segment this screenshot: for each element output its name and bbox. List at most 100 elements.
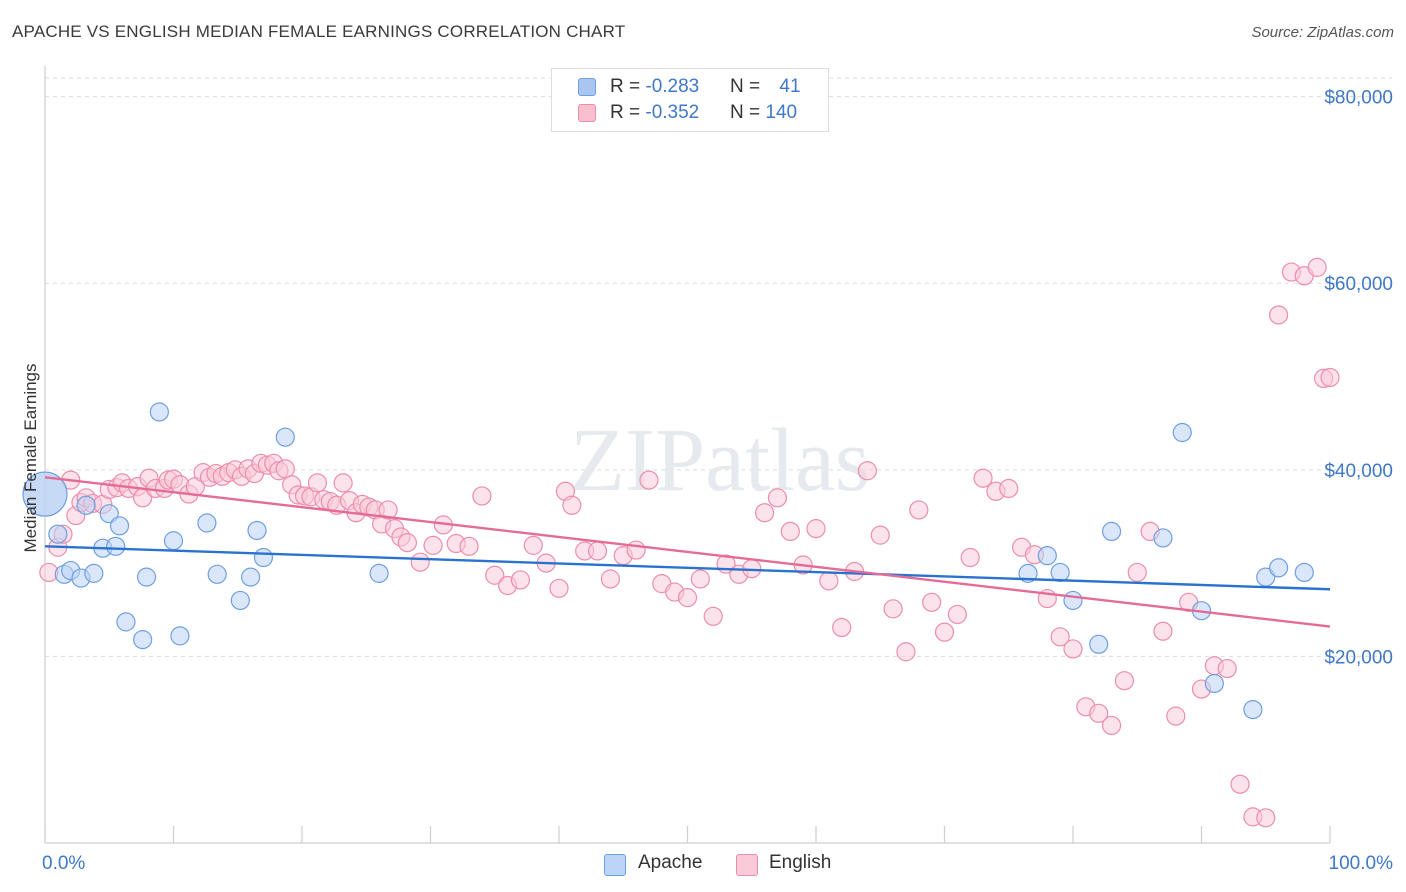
apache-point — [230, 590, 250, 611]
english-point — [947, 604, 967, 625]
apache-point — [163, 531, 184, 551]
legend-swatch-english — [578, 104, 596, 122]
apache-point — [1268, 558, 1289, 578]
english-point — [857, 461, 878, 481]
english-point — [549, 578, 569, 598]
legend-label-english: English — [769, 852, 832, 873]
y-axis-label: Median Female Earnings — [21, 364, 40, 553]
apache-point — [1037, 546, 1057, 566]
legend-r-apache: R = -0.283 — [610, 76, 699, 98]
english-point — [1217, 658, 1237, 679]
watermark: ZIPatlas — [570, 411, 870, 510]
english-point — [1101, 715, 1122, 736]
y-tick-label: $20,000 — [1324, 647, 1393, 668]
english-point — [485, 565, 505, 585]
english-point — [333, 473, 353, 493]
apache-point — [116, 612, 136, 632]
chart-title: APACHE VS ENGLISH MEDIAN FEMALE EARNINGS… — [12, 22, 626, 41]
legend-row-apache: R = -0.283 N = 41 — [552, 76, 828, 100]
y-tick-label: $80,000 — [1324, 88, 1393, 109]
english-point — [960, 547, 980, 568]
apache-point — [149, 402, 169, 422]
legend-n-apache: N = 41 — [730, 76, 801, 98]
source-label: Source: ZipAtlas.com — [1251, 24, 1394, 41]
legend-swatch-apache — [578, 78, 596, 96]
english-point — [677, 588, 698, 608]
apache-point — [48, 524, 68, 544]
legend-n-value: 140 — [765, 102, 798, 123]
english-point — [523, 535, 543, 555]
legend-r-value: -0.283 — [645, 76, 700, 97]
x-tick-label-max: 100.0% — [1329, 853, 1394, 874]
english-point — [423, 535, 443, 555]
apache-point — [1243, 699, 1263, 720]
legend-n-label: N = — [730, 102, 766, 123]
x-tick-label-min: 0.0% — [42, 853, 85, 874]
correlation-legend: R = -0.283 N = 41 R = -0.352 N = 140 — [551, 68, 829, 132]
english-point — [1114, 671, 1135, 691]
english-point — [510, 570, 531, 590]
english-point — [1166, 706, 1186, 726]
legend-n-label: N = — [730, 76, 766, 97]
english-point — [754, 503, 775, 523]
apache-point — [247, 520, 267, 541]
english-point — [922, 592, 942, 612]
apache-point — [253, 547, 274, 568]
english-point — [307, 473, 328, 493]
english-point — [1127, 562, 1147, 583]
legend-n-value: 41 — [779, 76, 801, 97]
english-point — [806, 519, 826, 539]
english-point — [832, 617, 852, 638]
apache-point — [1089, 634, 1109, 654]
apache-point — [22, 471, 68, 517]
legend-label-apache: Apache — [638, 852, 703, 873]
english-point — [410, 552, 430, 572]
english-point — [690, 569, 710, 589]
apache-point — [1050, 562, 1070, 583]
axes — [44, 66, 1331, 844]
series-english-points — [39, 257, 1340, 828]
apache-point — [1294, 562, 1314, 583]
english-point — [1256, 808, 1276, 828]
english-point — [562, 495, 582, 515]
english-point — [703, 606, 723, 626]
english-point — [600, 569, 621, 589]
english-point — [767, 488, 788, 508]
apache-point — [1204, 673, 1224, 694]
legend-swatch-english — [736, 854, 758, 876]
legend-row-english: R = -0.352 N = 140 — [552, 102, 828, 126]
legend-r-label: R = — [610, 76, 646, 97]
y-tick-label: $60,000 — [1324, 274, 1393, 295]
apache-point — [241, 567, 261, 587]
apache-point — [369, 563, 389, 583]
english-point — [909, 500, 929, 520]
english-point — [1268, 305, 1289, 325]
english-point — [999, 478, 1019, 499]
apache-point — [1063, 590, 1083, 611]
apache-trend-line — [44, 545, 1331, 591]
english-point — [397, 532, 417, 553]
series-legend: Apache English — [0, 852, 1406, 878]
apache-point — [133, 630, 153, 650]
apache-point — [1172, 422, 1192, 443]
apache-point — [136, 567, 157, 587]
english-point — [1089, 703, 1109, 723]
english-point — [459, 536, 479, 556]
english-point — [626, 540, 646, 560]
apache-point — [109, 516, 130, 536]
legend-r-label: R = — [610, 102, 646, 123]
apache-point — [207, 564, 227, 584]
english-point — [973, 468, 993, 488]
english-point — [1320, 367, 1340, 388]
english-point — [639, 470, 659, 490]
english-point — [587, 541, 608, 561]
english-point — [934, 622, 955, 642]
english-point — [883, 599, 903, 619]
legend-r-value: -0.352 — [645, 102, 700, 123]
english-point — [1307, 257, 1327, 277]
legend-n-english: N = 140 — [730, 102, 797, 124]
apache-point — [197, 513, 217, 533]
english-point — [1153, 621, 1173, 641]
english-point — [1063, 639, 1083, 659]
